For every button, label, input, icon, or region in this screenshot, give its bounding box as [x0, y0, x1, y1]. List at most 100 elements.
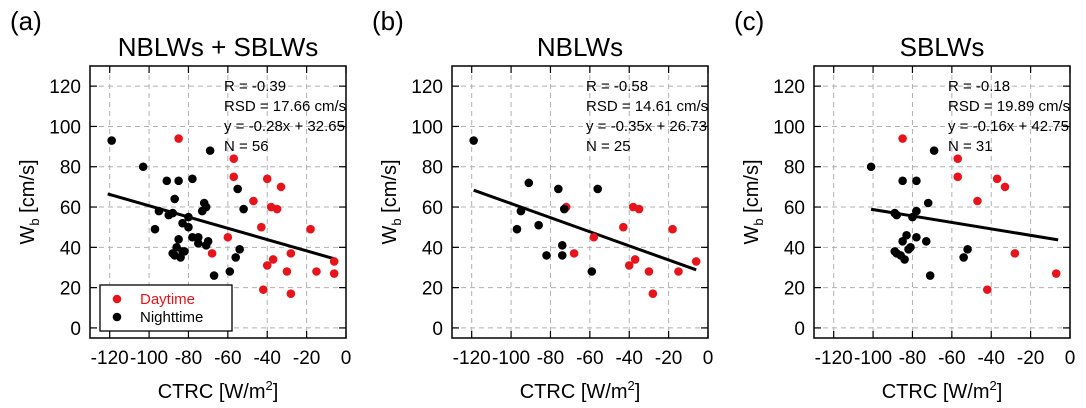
nighttime-point — [912, 232, 921, 242]
daytime-point — [691, 257, 701, 266]
regression-line — [473, 188, 697, 272]
x-tick-label: -60 — [938, 348, 965, 369]
panel-label: (b) — [372, 6, 404, 36]
nighttime-point — [866, 162, 876, 172]
daytime-point — [1000, 182, 1010, 192]
x-axis-label-end: ] — [635, 381, 641, 403]
daytime-point — [624, 261, 634, 270]
nighttime-point — [235, 245, 244, 254]
x-tick-label: -100 — [130, 348, 168, 369]
nighttime-point — [892, 210, 902, 220]
x-tick-label: -60 — [214, 348, 241, 369]
y-axis-label-end: [cm/s] — [379, 159, 401, 218]
daytime-point — [634, 204, 644, 214]
x-axis-label: CTRC [W/m2] — [882, 378, 1003, 403]
daytime-point — [668, 224, 677, 234]
daytime-point — [1051, 269, 1061, 278]
nighttime-point — [154, 206, 164, 216]
nighttime-point — [925, 271, 935, 280]
x-axis-label: CTRC [W/m2] — [158, 378, 279, 403]
nighttime-point — [194, 239, 203, 248]
x-tick-label: 0 — [341, 348, 352, 369]
daytime-point — [282, 267, 292, 276]
stats-line: y = -0.28x + 32.65 — [224, 118, 345, 135]
y-tick-label: 100 — [411, 117, 443, 138]
daytime-point — [630, 255, 640, 264]
x-tick-label: -40 — [253, 348, 280, 369]
daytime-point — [223, 232, 233, 242]
nighttime-point — [107, 136, 116, 145]
daytime-point — [329, 269, 339, 278]
stats-line: RSD = 17.66 cm/s — [224, 98, 346, 115]
y-axis-label-sub: b — [389, 218, 404, 225]
x-axis-label-end: ] — [273, 381, 279, 403]
daytime-point — [262, 174, 272, 184]
daytime-point — [272, 204, 282, 214]
x-axis-label-main: CTRC [W/m — [158, 381, 266, 403]
x-tick-label: -20 — [1017, 348, 1044, 369]
stats-line: y = -0.35x + 26.73 — [586, 118, 707, 135]
daytime-point — [257, 222, 266, 232]
nighttime-point — [929, 146, 939, 155]
stats-line: y = -0.16x + 42.75 — [948, 118, 1069, 135]
daytime-point — [258, 285, 268, 294]
nighttime-point — [593, 184, 603, 194]
daytime-point — [973, 196, 982, 206]
nighttime-point — [557, 241, 567, 250]
nighttime-point — [534, 220, 543, 230]
nighttime-point — [921, 236, 931, 246]
nighttime-point — [164, 210, 174, 220]
nighttime-point — [557, 251, 567, 260]
x-tick-label: 0 — [703, 348, 714, 369]
stats-line: R = -0.39 — [224, 78, 286, 95]
nighttime-point — [554, 184, 563, 194]
y-tick-label: 120 — [773, 77, 805, 98]
daytime-point — [644, 267, 654, 276]
daytime-point — [262, 261, 272, 270]
x-tick-label: -80 — [175, 348, 202, 369]
y-tick-label: 0 — [794, 319, 805, 340]
legend-marker — [112, 294, 122, 304]
y-tick-label: 20 — [784, 279, 805, 300]
daytime-point — [674, 267, 683, 276]
y-axis-label-end: [cm/s] — [741, 159, 763, 218]
daytime-point — [249, 196, 258, 206]
x-tick-label: -100 — [492, 348, 530, 369]
nighttime-point — [542, 251, 551, 260]
y-tick-label: 40 — [784, 238, 805, 259]
nighttime-point — [469, 136, 478, 145]
x-axis-label-main: CTRC [W/m — [882, 381, 990, 403]
x-tick-label: -40 — [977, 348, 1004, 369]
daytime-point — [312, 267, 321, 276]
chart-title: SBLWs — [900, 32, 985, 62]
x-tick-label: -120 — [815, 348, 853, 369]
nighttime-point — [184, 222, 193, 232]
nighttime-point — [168, 249, 178, 258]
chart-title: NBLWs + SBLWs — [118, 32, 319, 62]
nighttime-point — [912, 176, 921, 186]
y-axis-label: Wb [cm/s] — [17, 159, 42, 244]
x-axis-label-sup: 2 — [627, 378, 634, 393]
y-tick-label: 80 — [422, 158, 443, 179]
daytime-point — [268, 255, 278, 264]
y-axis-label-sub: b — [751, 218, 766, 225]
daytime-point — [306, 224, 315, 234]
daytime-point — [329, 257, 339, 266]
stats-line: R = -0.58 — [586, 78, 648, 95]
nighttime-point — [174, 176, 183, 186]
x-axis-label-end: ] — [997, 381, 1003, 403]
daytime-point — [286, 289, 296, 298]
nighttime-point — [239, 204, 248, 214]
daytime-point — [229, 172, 239, 182]
plot-frame — [451, 65, 709, 339]
stats-line: R = -0.18 — [948, 78, 1010, 95]
nighttime-point — [898, 176, 907, 186]
x-axis-label-sup: 2 — [989, 378, 996, 393]
daytime-point — [1010, 249, 1020, 258]
daytime-point — [982, 285, 992, 294]
y-tick-label: 100 — [49, 117, 81, 138]
nighttime-point — [209, 271, 219, 280]
nighttime-point — [512, 224, 522, 234]
y-tick-label: 60 — [784, 198, 805, 219]
y-axis-label-end: [cm/s] — [17, 159, 39, 218]
